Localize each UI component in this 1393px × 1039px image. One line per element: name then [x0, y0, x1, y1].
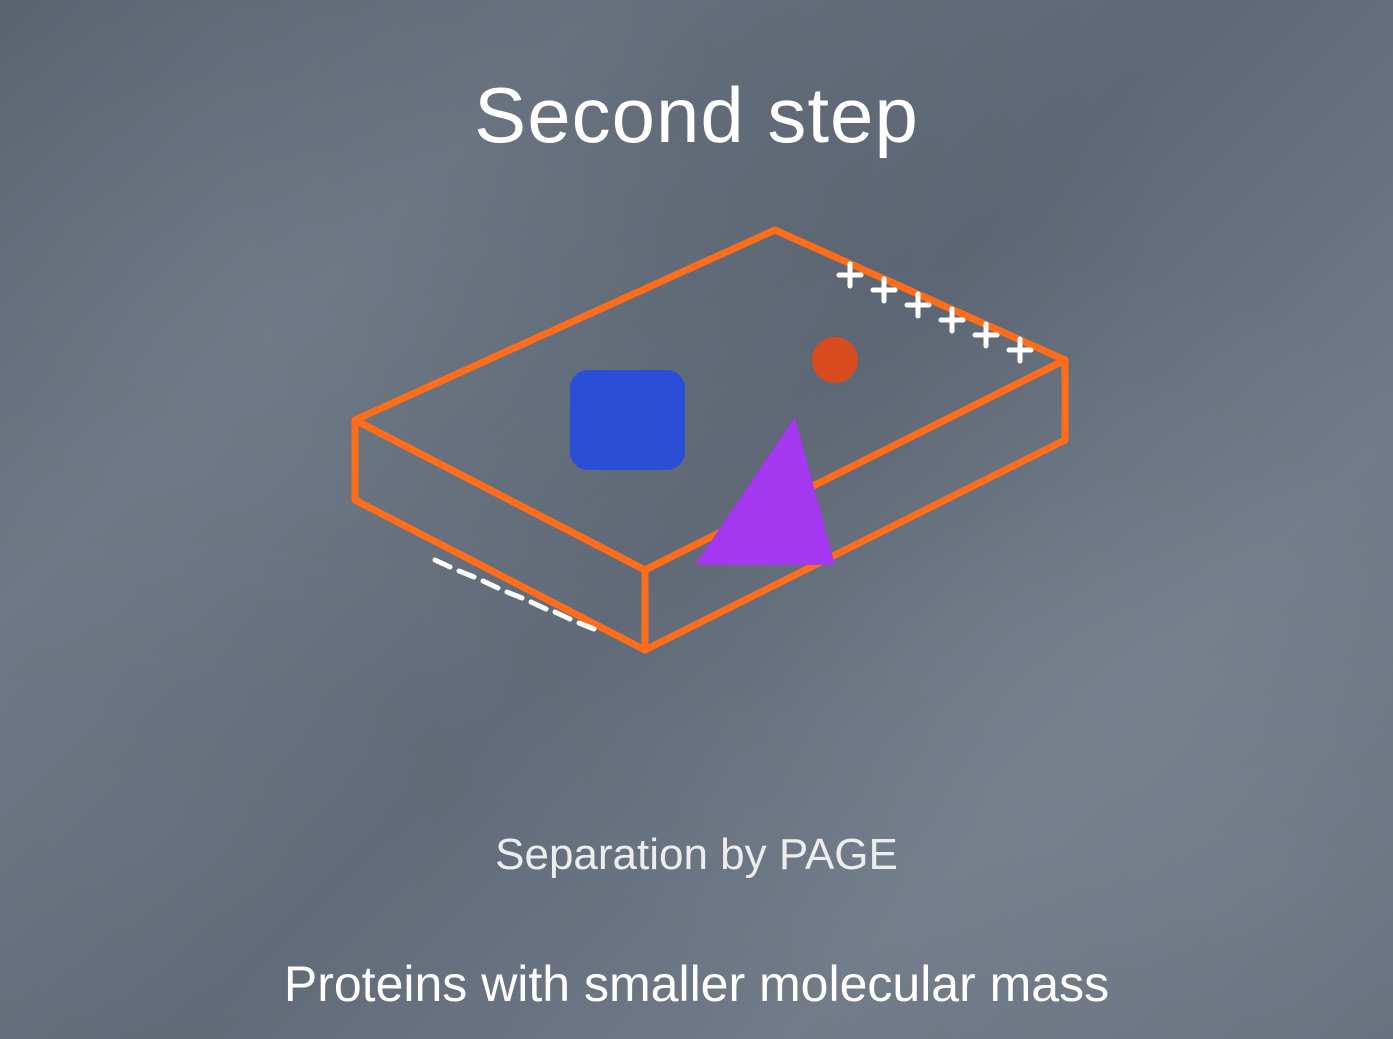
protein-triangle: [695, 417, 835, 565]
positive-electrode-icon: [839, 264, 1031, 361]
protein-circle: [812, 337, 858, 383]
gel-diagram: [295, 210, 1095, 790]
diagram-svg: [295, 210, 1095, 790]
gel-top-face: [355, 230, 1065, 570]
gel-side-face: [645, 360, 1065, 650]
gel-box: [355, 230, 1065, 650]
protein-square: [570, 370, 685, 470]
slide-subtitle: Separation by PAGE: [0, 830, 1393, 880]
slide-caption: Proteins with smaller molecular mass: [0, 955, 1393, 1013]
negative-electrode-icon: [435, 560, 594, 629]
slide-title: Second step: [0, 70, 1393, 161]
